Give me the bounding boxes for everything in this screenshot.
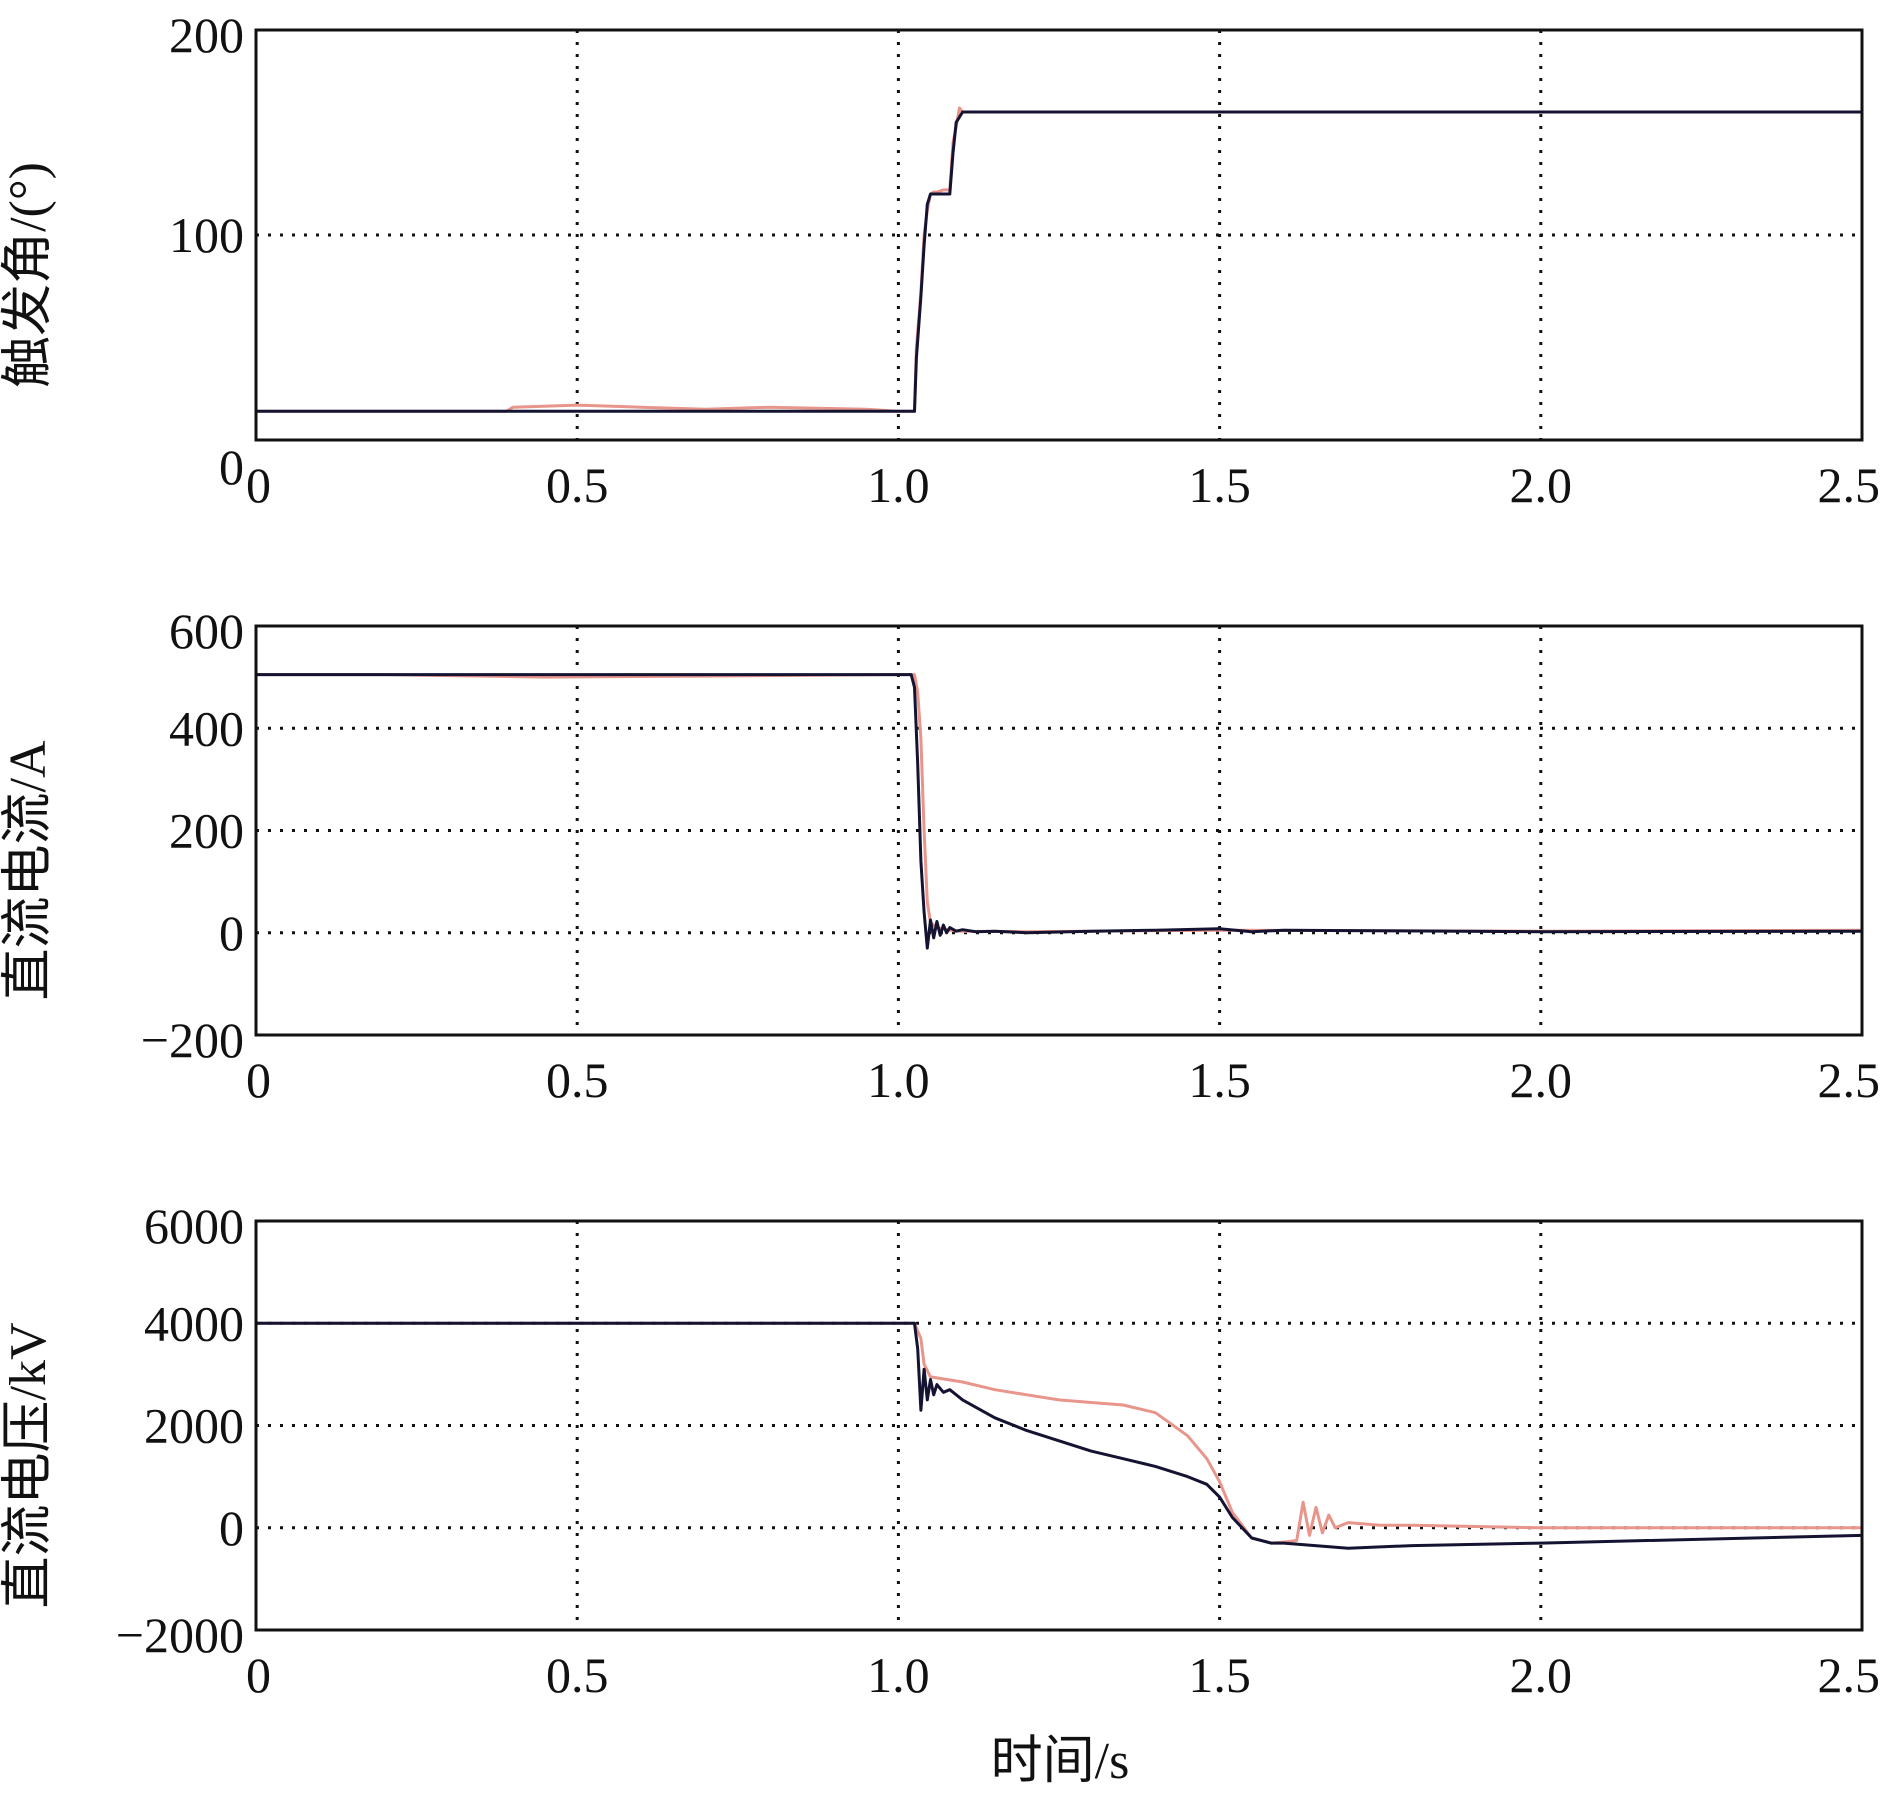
x-tick-label: 0.5 (546, 1052, 609, 1108)
series-line-1 (256, 673, 1863, 934)
x-tick-label: 0 (246, 1052, 271, 1108)
y-tick-label: −2000 (116, 1607, 244, 1663)
x-tick-label: 0 (246, 1647, 271, 1703)
series-line-2 (256, 673, 1863, 950)
series-line-1 (256, 1321, 1862, 1545)
y-tick-label: 200 (169, 803, 244, 859)
x-tick-label: 2.5 (1818, 1647, 1881, 1703)
x-tick-label: 1.0 (867, 1647, 930, 1703)
x-tick-label: 2.0 (1510, 457, 1573, 513)
x-tick-label: 0.5 (546, 457, 609, 513)
x-tick-label: 0 (246, 457, 271, 513)
y-tick-label: 0 (219, 439, 244, 495)
y-tick-label: 200 (169, 7, 244, 63)
y-tick-label: −200 (141, 1012, 244, 1068)
y-tick-label: 2000 (144, 1398, 244, 1454)
y-axis-title: 触发角/(°) (0, 162, 57, 388)
x-tick-label: 2.5 (1818, 1052, 1881, 1108)
series-line-2 (256, 1321, 1863, 1550)
x-tick-label: 1.5 (1188, 1647, 1251, 1703)
x-axis-title: 时间/s (991, 1733, 1130, 1790)
y-tick-label: 400 (169, 700, 244, 756)
y-tick-label: 0 (219, 905, 244, 961)
chart-panel-1: 0 0.5 1.0 1.5 2.0 2.5 0 100 200 触发角/(°) (0, 7, 1880, 513)
x-tick-label: 2.0 (1510, 1647, 1573, 1703)
x-tick-label: 1.5 (1188, 1052, 1251, 1108)
y-axis-title: 直流电流/A (0, 740, 57, 1000)
x-tick-label: 1.0 (867, 1052, 930, 1108)
y-tick-label: 6000 (144, 1198, 244, 1254)
series-line-1 (256, 106, 1862, 413)
x-tick-label: 2.0 (1510, 1052, 1573, 1108)
x-tick-label: 2.5 (1818, 457, 1881, 513)
x-tick-label: 0.5 (546, 1647, 609, 1703)
plot-frame (254, 1219, 1864, 1632)
plot-frame (254, 624, 1864, 1037)
y-tick-label: 0 (219, 1500, 244, 1556)
chart-panel-3: 0 0.5 1.0 1.5 2.0 2.5−20000200040006000直流电压/k… (0, 1198, 1880, 1790)
y-axis-title: 直流电压/kV (0, 1322, 57, 1608)
y-tick-label: 100 (169, 207, 244, 263)
y-tick-label: 600 (169, 603, 244, 659)
x-tick-label: 1.5 (1188, 457, 1251, 513)
plot-frame (254, 28, 1864, 442)
y-tick-label: 4000 (144, 1295, 244, 1351)
series-line-2 (256, 110, 1862, 413)
x-tick-label: 1.0 (867, 457, 930, 513)
